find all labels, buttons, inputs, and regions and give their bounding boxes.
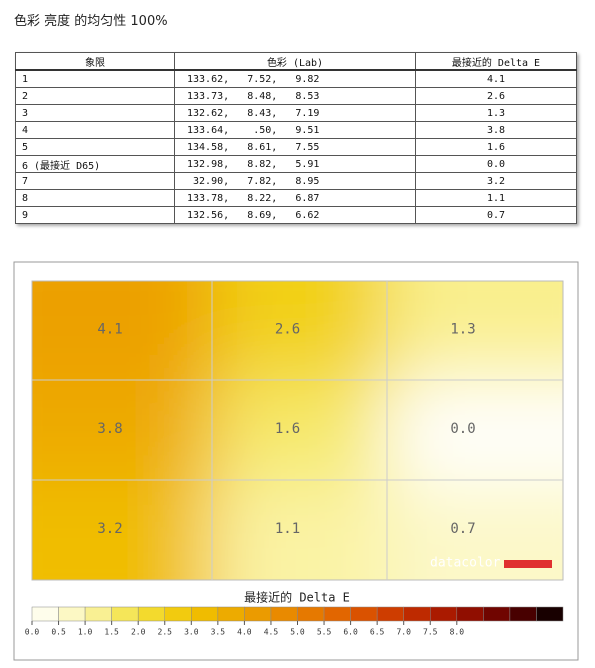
colorbar-cell <box>217 606 245 622</box>
colorbar-cell <box>164 606 192 622</box>
colorbar-tick-label: 2.5 <box>158 628 173 637</box>
colorbar-tick-label: 8.0 <box>450 628 465 637</box>
colorbar-cell <box>58 606 86 622</box>
colorbar-title: 最接近的 Delta E <box>244 590 350 605</box>
cell-label: 0.0 <box>450 421 475 437</box>
heatmap-cell <box>32 380 212 480</box>
heatmap-cell <box>212 281 387 380</box>
colorbar-cell <box>536 606 564 622</box>
colorbar-cell <box>244 606 272 622</box>
cell-label: 1.3 <box>450 322 475 338</box>
table-cell: 132.56, 8.69, 6.62 <box>174 206 416 224</box>
colorbar-cell <box>509 606 537 622</box>
table-cell: 0.7 <box>415 206 577 224</box>
colorbar-tick-label: 1.0 <box>78 628 93 637</box>
table: 象限 色彩 (Lab) 最接近的 Delta E 1 133.62, 7.52, 9.… <box>15 52 577 224</box>
plot-border <box>31 280 564 581</box>
colorbar-cell <box>84 606 112 622</box>
colorbar-tick-label: 3.0 <box>184 628 199 637</box>
table-row: 3 132.62, 8.43, 7.19 1.3 <box>15 104 577 122</box>
logo: datacolor <box>430 556 501 571</box>
colorbar-tick-label: 2.0 <box>131 628 146 637</box>
colorbar-tick-label: 6.0 <box>343 628 358 637</box>
table-row: 4 133.64, .50, 9.51 3.8 <box>15 121 577 139</box>
cell-label: 1.6 <box>275 421 300 437</box>
colorbar-cell <box>350 606 378 622</box>
heatmap-cell <box>212 480 387 580</box>
table-cell: 133.64, .50, 9.51 <box>174 121 416 139</box>
colorbar-tick-label: 5.5 <box>317 628 332 637</box>
colorbar-tick-label: 5.0 <box>290 628 305 637</box>
colorbar-cell <box>430 606 458 622</box>
colorbar-cell <box>270 606 298 622</box>
colorbar-cell <box>403 606 431 622</box>
colorbar-tick-label: 7.0 <box>396 628 411 637</box>
colorbar-cell <box>456 606 484 622</box>
heatmap-cell <box>32 480 212 580</box>
colorbar-tick-label: 7.5 <box>423 628 438 637</box>
colorbar-cell <box>376 606 404 622</box>
colorbar-tick-label: 1.5 <box>104 628 119 637</box>
colorbar-cell <box>31 606 59 622</box>
table-body: 1 133.62, 7.52, 9.82 4.1 2 133.73, 8.48, 8.5… <box>15 69 577 224</box>
table-row: 5 134.58, 8.61, 7.55 1.6 <box>15 138 577 156</box>
cell-label: 1.1 <box>275 521 300 537</box>
cell-label: 4.1 <box>97 322 122 338</box>
page-title: 色彩 亮度 的均匀性 100% <box>14 14 168 29</box>
table-row: 2 133.73, 8.48, 8.53 2.6 <box>15 87 577 105</box>
table-row: 9 132.56, 8.69, 6.62 0.7 <box>15 206 577 224</box>
colorbar-tick-label: 0.5 <box>51 628 66 637</box>
heatmap-cell <box>32 281 212 380</box>
colorbar-cell <box>323 606 351 622</box>
heatmap-cell <box>387 380 563 480</box>
column-header: 最接近的 Delta E <box>415 52 577 71</box>
table-row: 8 133.78, 8.22, 6.87 1.1 <box>15 189 577 207</box>
colorbar-tick-label: 3.5 <box>211 628 226 637</box>
table-row: 7 32.90, 7.82, 8.95 3.2 <box>15 172 577 190</box>
cell-label: 3.8 <box>97 421 122 437</box>
colorbar-cell <box>483 606 511 622</box>
colorbar-cell <box>297 606 325 622</box>
colorbar-tick-label: 4.0 <box>237 628 252 637</box>
cell-label: 2.6 <box>275 322 300 338</box>
colorbar-tick-label: 0.0 <box>25 628 40 637</box>
table-cell: 132.98, 8.82, 5.91 <box>174 155 416 173</box>
heatmap-cell <box>212 380 387 480</box>
logo-bar <box>504 560 552 568</box>
colorbar-tick-label: 6.5 <box>370 628 385 637</box>
cell-label: 0.7 <box>450 521 475 537</box>
table-row: 6 (最接近 D65) 132.98, 8.82, 5.91 0.0 <box>15 155 577 173</box>
colorbar-cell <box>111 606 139 622</box>
cell-label: 3.2 <box>97 521 122 537</box>
table-header: 象限 色彩 (Lab) 最接近的 Delta E <box>15 52 577 71</box>
heatmap-cell <box>387 281 563 380</box>
colorbar-cell <box>191 606 219 622</box>
colorbar-cell <box>137 606 165 622</box>
colorbar-tick-label: 4.5 <box>264 628 279 637</box>
